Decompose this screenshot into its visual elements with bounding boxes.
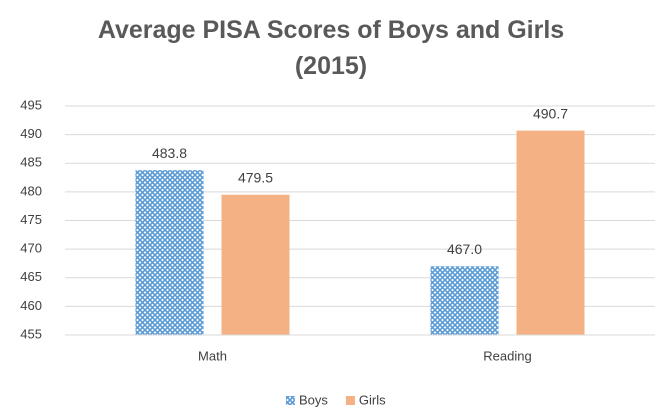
bar — [221, 194, 290, 335]
y-tick-label: 480 — [20, 183, 42, 198]
legend-swatch — [286, 396, 295, 405]
chart-title: Average PISA Scores of Boys and Girls (2… — [97, 16, 565, 80]
data-label: 479.5 — [238, 169, 273, 185]
y-tick-label: 485 — [20, 155, 42, 170]
y-tick-label: 455 — [20, 326, 42, 341]
y-tick-label: 475 — [20, 212, 42, 227]
x-tick-label: Math — [198, 348, 227, 363]
legend-label: Boys — [299, 392, 328, 407]
bar — [516, 130, 585, 335]
y-tick-label: 490 — [20, 126, 42, 141]
bar — [430, 266, 499, 335]
y-tick-label: 460 — [20, 298, 42, 313]
bar — [135, 170, 204, 335]
y-tick-label: 470 — [20, 241, 42, 256]
data-label: 483.8 — [152, 145, 187, 161]
data-label: 467.0 — [447, 241, 482, 257]
legend-label: Girls — [359, 392, 386, 407]
legend-swatch — [345, 396, 355, 405]
x-tick-label: Reading — [483, 348, 531, 363]
y-tick-label: 465 — [20, 269, 42, 284]
data-label: 490.7 — [533, 105, 568, 121]
y-tick-label: 495 — [20, 97, 42, 112]
